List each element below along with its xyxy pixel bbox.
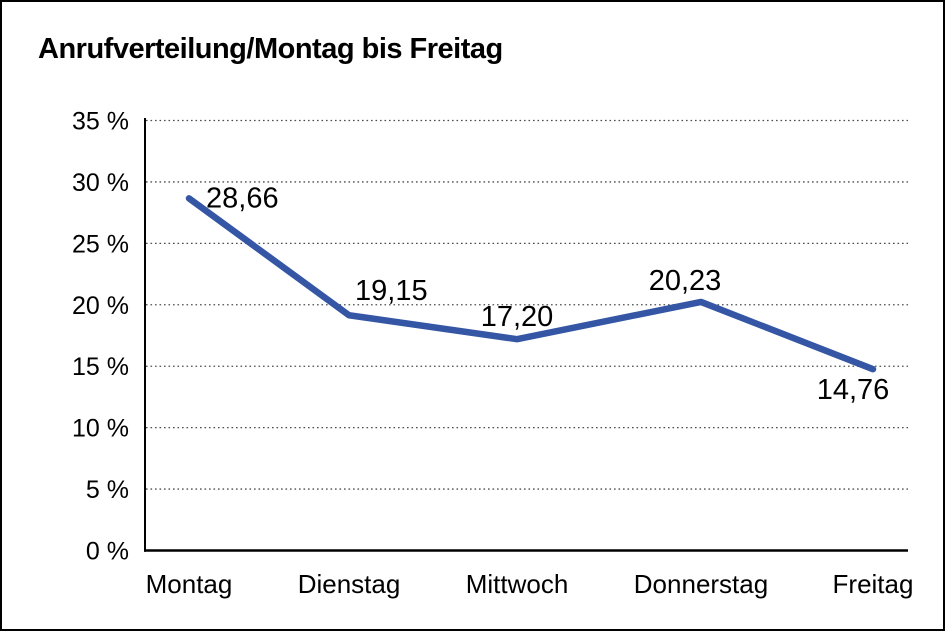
y-tick-label: 25 % — [72, 230, 129, 258]
x-tick-label-donnerstag: Donnerstag — [634, 569, 768, 599]
point-label-dienstag: 19,15 — [355, 275, 428, 307]
x-tick-label-montag: Montag — [146, 569, 233, 599]
y-tick-label: 15 % — [72, 353, 129, 381]
x-tick-label-mittwoch: Mittwoch — [466, 569, 569, 599]
y-tick-label: 10 % — [72, 415, 129, 443]
y-tick-label: 5 % — [86, 476, 129, 504]
x-tick-label-freitag: Freitag — [833, 569, 914, 599]
series-group — [185, 195, 877, 373]
point-label-freitag: 14,76 — [817, 374, 890, 406]
point-label-montag: 28,66 — [206, 182, 279, 214]
series-polyline — [185, 195, 877, 373]
point-label-donnerstag: 20,23 — [649, 265, 722, 297]
chart-title: Anrufverteilung/Montag bis Freitag — [38, 33, 503, 65]
axes-group — [144, 118, 908, 552]
y-tick-label: 0 % — [86, 538, 129, 566]
x-axis-labels-group: Montag Dienstag Mittwoch Donnerstag Freitag — [146, 569, 914, 599]
y-tick-label: 35 % — [72, 108, 129, 136]
point-label-mittwoch: 17,20 — [481, 301, 554, 333]
point-labels-group: 28,66 19,15 17,20 20,23 14,76 — [206, 182, 889, 406]
y-tick-label: 20 % — [72, 292, 129, 320]
y-tick-label: 30 % — [72, 169, 129, 197]
y-axis-labels-group: 35 % 30 % 25 % 20 % 15 % 10 % 5 % 0 % — [72, 108, 129, 566]
gridlines-group — [146, 119, 908, 490]
x-tick-label-dienstag: Dienstag — [298, 569, 401, 599]
